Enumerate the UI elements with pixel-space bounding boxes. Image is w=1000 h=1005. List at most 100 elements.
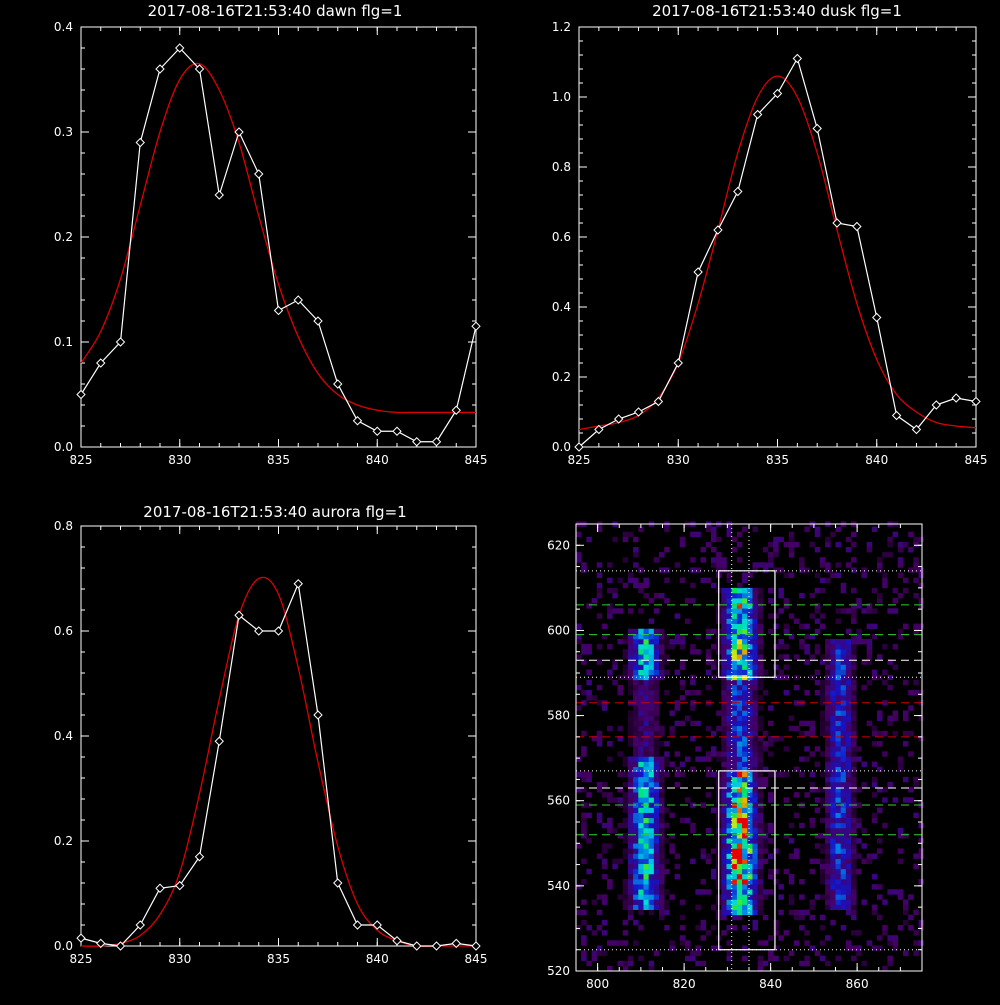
heatmap-cell bbox=[902, 541, 909, 548]
heatmap-cell bbox=[653, 664, 660, 670]
heatmap-cell bbox=[659, 628, 665, 635]
heatmap-cell bbox=[627, 792, 634, 798]
heatmap-cell bbox=[627, 879, 634, 885]
heatmap-cell bbox=[845, 817, 852, 824]
heatmap-cell bbox=[825, 848, 831, 854]
heatmap-cell bbox=[648, 659, 655, 665]
heatmap-cell bbox=[643, 664, 649, 670]
heatmap-cell bbox=[648, 853, 655, 859]
heatmap-cell bbox=[690, 649, 696, 655]
heatmap-cell bbox=[799, 756, 805, 762]
dusk-data-point bbox=[772, 88, 783, 99]
heatmap-cell bbox=[840, 848, 847, 854]
heatmap-cell bbox=[638, 741, 644, 747]
heatmap-cell bbox=[835, 715, 841, 721]
heatmap-cell bbox=[804, 659, 810, 665]
heatmap-cell bbox=[627, 756, 634, 762]
heatmap-cell bbox=[793, 792, 800, 798]
heatmap-cell bbox=[736, 623, 743, 630]
heatmap-cell bbox=[622, 797, 629, 803]
heatmap-cell bbox=[835, 889, 841, 895]
heatmap-cell bbox=[586, 679, 592, 686]
heatmap-cell bbox=[845, 741, 852, 747]
heatmap-cell bbox=[659, 827, 665, 834]
heatmap-cell bbox=[607, 843, 613, 849]
heatmap-cell bbox=[835, 674, 841, 681]
heatmap-cell bbox=[882, 751, 888, 757]
heatmap-cell bbox=[664, 838, 670, 844]
heatmap-cell bbox=[731, 751, 738, 757]
heatmap-cell bbox=[897, 766, 904, 773]
heatmap-cell bbox=[731, 608, 738, 614]
heatmap-cell bbox=[747, 705, 753, 711]
heatmap-cell bbox=[918, 690, 925, 696]
heatmap-cell bbox=[877, 766, 883, 773]
heatmap-cell bbox=[695, 720, 701, 727]
heatmap-cell bbox=[633, 812, 639, 819]
heatmap-cell bbox=[851, 771, 857, 778]
dawn-data-point bbox=[194, 64, 205, 74]
heatmap-cell bbox=[664, 751, 670, 757]
heatmap-x-tick-label: 860 bbox=[846, 977, 869, 991]
heatmap-y-tick-label: 560 bbox=[547, 794, 570, 808]
heatmap-cell bbox=[840, 674, 847, 681]
heatmap-cell bbox=[845, 822, 852, 829]
heatmap-cell bbox=[762, 822, 769, 829]
heatmap-cell bbox=[825, 853, 831, 859]
heatmap-cell bbox=[830, 730, 836, 737]
heatmap-cell bbox=[648, 654, 655, 660]
heatmap-cell bbox=[757, 787, 764, 793]
heatmap-cell bbox=[726, 827, 732, 834]
heatmap-cell bbox=[845, 761, 852, 767]
heatmap-cell bbox=[638, 833, 644, 839]
heatmap-cell bbox=[627, 736, 634, 742]
heatmap-cell bbox=[705, 889, 712, 895]
heatmap-cell bbox=[819, 797, 826, 803]
heatmap-cell bbox=[757, 792, 764, 798]
heatmap-cell bbox=[845, 879, 852, 885]
heatmap-cell bbox=[897, 628, 904, 635]
heatmap-cell bbox=[653, 649, 660, 655]
heatmap-cell bbox=[627, 889, 634, 895]
heatmap-cell bbox=[866, 546, 873, 553]
aurora-y-tick-label: 0.4 bbox=[54, 729, 73, 743]
heatmap-cell bbox=[752, 746, 758, 752]
dusk-fit-line bbox=[578, 75, 977, 431]
heatmap-cell bbox=[736, 628, 743, 635]
heatmap-cell bbox=[861, 781, 867, 788]
heatmap-cell bbox=[653, 838, 660, 844]
heatmap-cell bbox=[710, 674, 717, 681]
heatmap-cell bbox=[851, 618, 857, 624]
dusk-y-tick-label: 0.2 bbox=[552, 370, 571, 384]
heatmap-cell bbox=[700, 879, 707, 885]
heatmap-cell bbox=[633, 633, 639, 640]
heatmap-cell bbox=[747, 725, 753, 732]
heatmap-cell bbox=[887, 889, 893, 895]
heatmap-cell bbox=[882, 644, 888, 650]
heatmap-cell bbox=[845, 904, 852, 910]
heatmap-cell bbox=[633, 695, 639, 701]
heatmap-cell bbox=[622, 802, 629, 808]
heatmap-cell bbox=[648, 751, 655, 757]
heatmap-cell bbox=[877, 715, 883, 721]
heatmap-cell bbox=[607, 817, 613, 824]
heatmap-cell bbox=[633, 868, 639, 875]
heatmap-cell bbox=[643, 766, 649, 773]
heatmap-cell bbox=[871, 587, 878, 594]
heatmap-cell bbox=[726, 690, 732, 696]
heatmap-cell bbox=[768, 598, 774, 604]
heatmap-cell bbox=[721, 894, 727, 900]
heatmap-cell bbox=[762, 546, 769, 553]
heatmap-cell bbox=[757, 623, 764, 630]
heatmap-cell bbox=[643, 894, 649, 900]
heatmap-cell bbox=[742, 730, 748, 737]
heatmap-cell bbox=[586, 644, 592, 650]
heatmap-cell bbox=[783, 623, 790, 630]
heatmap-cell bbox=[736, 608, 743, 614]
heatmap-cell bbox=[877, 562, 883, 568]
heatmap-cell bbox=[705, 577, 712, 584]
heatmap-cell bbox=[653, 725, 660, 732]
heatmap-cell bbox=[648, 792, 655, 798]
heatmap-cell bbox=[830, 792, 836, 798]
heatmap-cell bbox=[871, 526, 878, 532]
